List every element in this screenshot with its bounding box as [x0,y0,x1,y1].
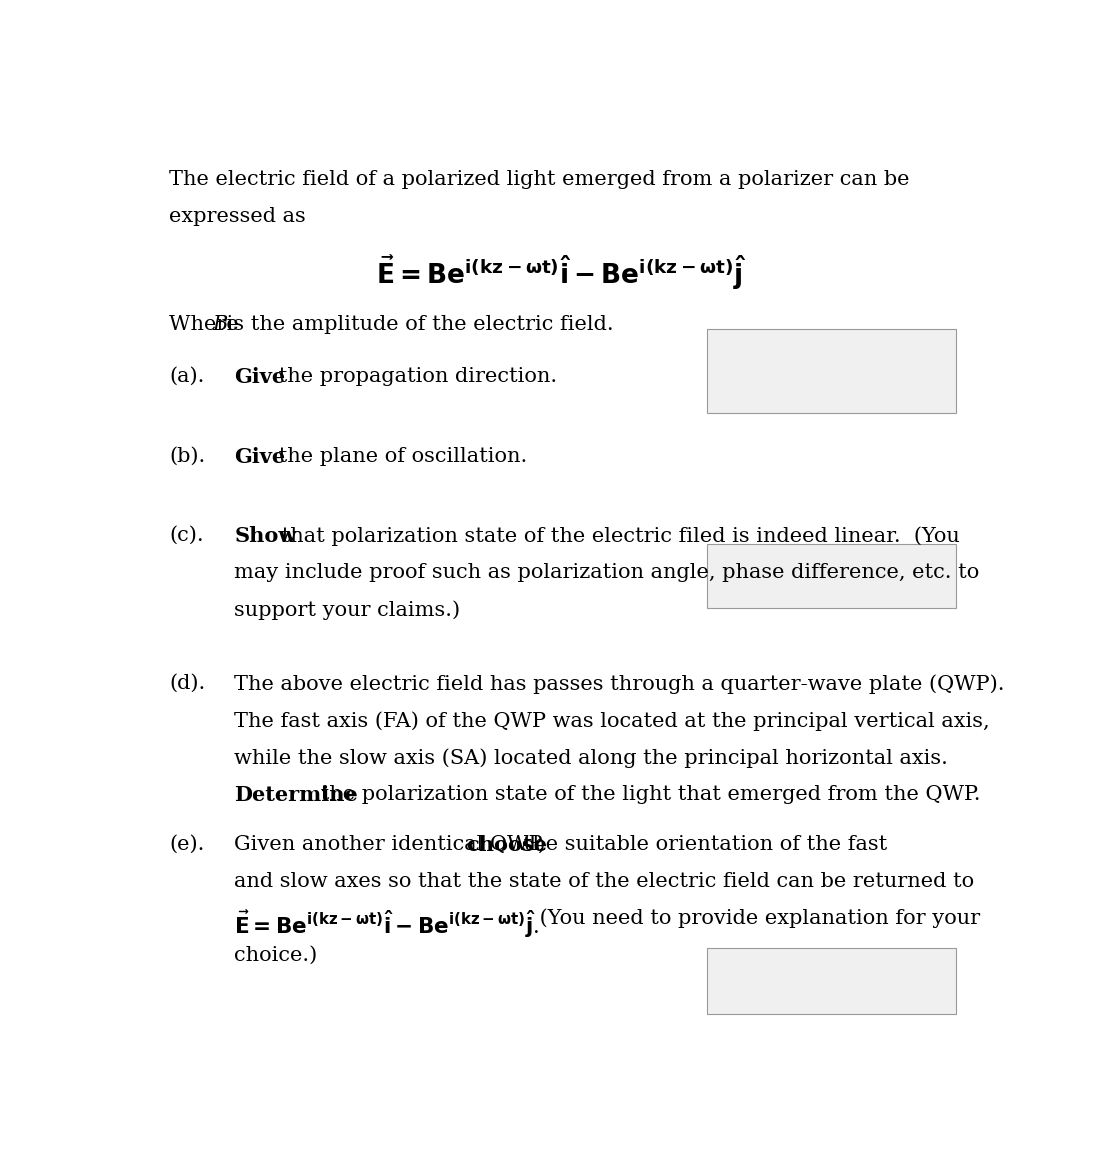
Bar [707,948,956,1014]
Text: choice.): choice.) [234,946,317,965]
Text: Show: Show [234,526,296,546]
Text: Determine: Determine [234,785,358,805]
Text: the suitable orientation of the fast: the suitable orientation of the fast [517,834,887,853]
Text: may include proof such as polarization angle, phase difference, etc. to: may include proof such as polarization a… [234,563,979,582]
Text: The electric field of a polarized light emerged from a polarizer can be: The electric field of a polarized light … [168,170,909,189]
Text: $\mathbf{\vec{E} = Be^{i(kz-\omega t)}\hat{i} - Be^{i(kz-\omega t)}\hat{j}}$.: $\mathbf{\vec{E} = Be^{i(kz-\omega t)}\h… [234,908,548,940]
Text: that polarization state of the electric filed is indeed linear.  (You: that polarization state of the electric … [275,526,959,546]
Text: B: B [212,315,228,334]
Text: while the slow axis (SA) located along the principal horizontal axis.: while the slow axis (SA) located along t… [234,748,948,768]
Text: is the amplitude of the electric field.: is the amplitude of the electric field. [220,315,614,334]
Text: (a).: (a). [168,367,205,386]
Text: choose: choose [466,834,548,854]
Text: (c).: (c). [168,526,203,545]
Text: (e).: (e). [168,834,205,853]
Text: the propagation direction.: the propagation direction. [271,367,557,386]
Text: $\mathbf{\vec{E} = Be^{i(kz-\omega t)}\hat{i} - Be^{i(kz-\omega t)}\hat{j}}$: $\mathbf{\vec{E} = Be^{i(kz-\omega t)}\h… [375,253,746,292]
Text: (b).: (b). [168,447,206,465]
Text: The above electric field has passes through a quarter-wave plate (QWP).: The above electric field has passes thro… [234,674,1004,694]
Text: (You need to provide explanation for your: (You need to provide explanation for you… [533,908,980,928]
Text: expressed as: expressed as [168,206,305,225]
Text: and slow axes so that the state of the electric field can be returned to: and slow axes so that the state of the e… [234,872,975,891]
Text: (d).: (d). [168,674,206,693]
Bar [707,544,956,608]
Bar [707,329,956,414]
Text: support your claims.): support your claims.) [234,600,461,620]
Text: The fast axis (FA) of the QWP was located at the principal vertical axis,: The fast axis (FA) of the QWP was locate… [234,711,990,730]
Text: Given another identical QWP,: Given another identical QWP, [234,834,551,853]
Text: Give: Give [234,367,286,387]
Text: the plane of oscillation.: the plane of oscillation. [271,447,527,465]
Text: Give: Give [234,447,286,466]
Text: Where: Where [168,315,245,334]
Text: the polarization state of the light that emerged from the QWP.: the polarization state of the light that… [314,785,980,804]
